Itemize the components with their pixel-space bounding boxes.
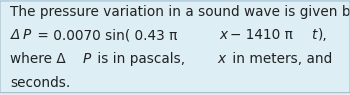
Text: is in pascals,: is in pascals,	[93, 52, 190, 66]
Text: The pressure variation in a sound wave is given by: The pressure variation in a sound wave i…	[10, 5, 350, 19]
Text: in meters, and: in meters, and	[228, 52, 337, 66]
Text: x: x	[219, 28, 228, 42]
Text: ),: ),	[318, 28, 328, 42]
Text: P: P	[23, 28, 31, 42]
Text: = 0.0070 sin( 0.43 π: = 0.0070 sin( 0.43 π	[33, 28, 177, 42]
Text: seconds.: seconds.	[10, 76, 71, 90]
Text: x: x	[218, 52, 226, 66]
Text: t: t	[311, 28, 316, 42]
Text: Δ: Δ	[10, 28, 20, 42]
Text: − 1410 π: − 1410 π	[230, 28, 293, 42]
Text: P: P	[83, 52, 91, 66]
Text: where Δ: where Δ	[10, 52, 66, 66]
